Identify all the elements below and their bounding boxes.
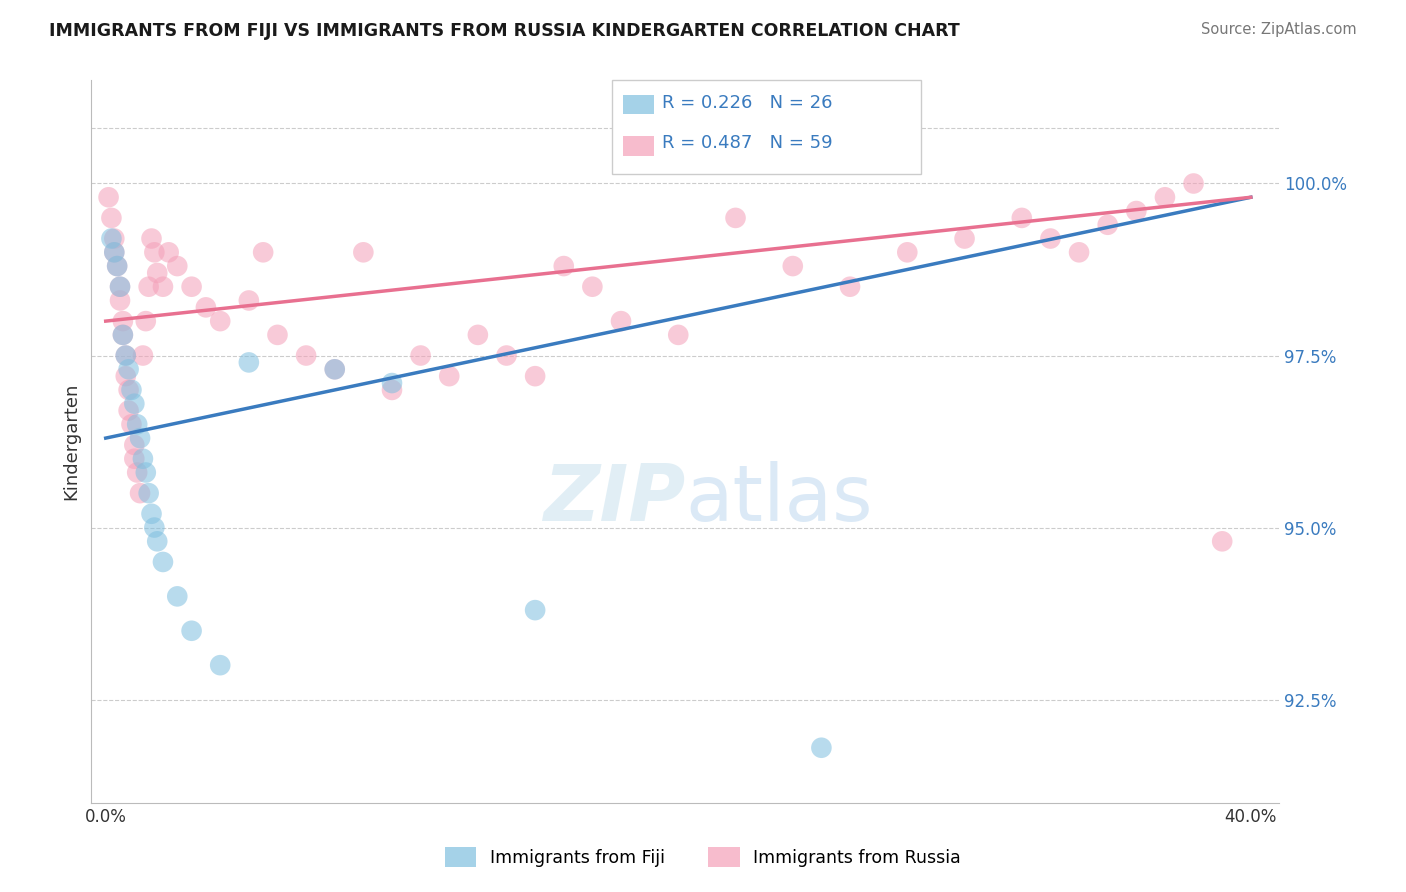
Point <box>124 438 146 452</box>
Point <box>524 603 547 617</box>
Point <box>108 293 131 308</box>
Point <box>135 314 157 328</box>
Point <box>524 369 547 384</box>
Point <box>114 349 136 363</box>
Point <box>323 362 346 376</box>
Point <box>100 211 122 225</box>
Point <box>810 740 832 755</box>
Text: atlas: atlas <box>685 461 873 537</box>
Point <box>100 231 122 245</box>
Point <box>132 349 155 363</box>
Point <box>238 355 260 369</box>
Point <box>166 590 188 604</box>
Point <box>209 314 232 328</box>
Point <box>1154 190 1177 204</box>
Point <box>180 279 202 293</box>
Point <box>323 362 346 376</box>
Point <box>111 327 134 342</box>
Point <box>1067 245 1090 260</box>
Point <box>135 466 157 480</box>
Point <box>252 245 274 260</box>
Point <box>553 259 575 273</box>
Point <box>108 279 131 293</box>
Point <box>666 327 689 342</box>
Point <box>152 555 174 569</box>
Point <box>103 245 125 260</box>
Point <box>610 314 633 328</box>
Text: Source: ZipAtlas.com: Source: ZipAtlas.com <box>1201 22 1357 37</box>
Point <box>724 211 747 225</box>
Point <box>138 279 160 293</box>
Point <box>132 451 155 466</box>
Text: ZIP: ZIP <box>543 461 685 537</box>
Text: R = 0.487   N = 59: R = 0.487 N = 59 <box>662 134 832 152</box>
Point <box>180 624 202 638</box>
Point <box>103 245 125 260</box>
Point <box>581 279 603 293</box>
Point <box>896 245 918 260</box>
Point <box>266 327 288 342</box>
Point <box>1011 211 1033 225</box>
Point <box>117 383 139 397</box>
Point <box>295 349 318 363</box>
Point <box>146 534 169 549</box>
Legend: Immigrants from Fiji, Immigrants from Russia: Immigrants from Fiji, Immigrants from Ru… <box>437 840 969 874</box>
Point <box>129 431 152 445</box>
Point <box>117 362 139 376</box>
Text: IMMIGRANTS FROM FIJI VS IMMIGRANTS FROM RUSSIA KINDERGARTEN CORRELATION CHART: IMMIGRANTS FROM FIJI VS IMMIGRANTS FROM … <box>49 22 960 40</box>
Point <box>157 245 180 260</box>
Point <box>97 190 120 204</box>
Point <box>143 245 166 260</box>
Point <box>839 279 862 293</box>
Point <box>1125 204 1147 219</box>
Y-axis label: Kindergarten: Kindergarten <box>62 383 80 500</box>
Point <box>152 279 174 293</box>
Point <box>467 327 489 342</box>
Point <box>111 314 134 328</box>
Point <box>114 349 136 363</box>
Point <box>129 486 152 500</box>
Point <box>1039 231 1062 245</box>
Point <box>953 231 976 245</box>
Point <box>111 327 134 342</box>
Point <box>127 417 149 432</box>
Point <box>381 383 404 397</box>
Point <box>117 403 139 417</box>
Point <box>121 383 143 397</box>
Point <box>209 658 232 673</box>
Point <box>127 466 149 480</box>
Point <box>1211 534 1233 549</box>
Point <box>138 486 160 500</box>
Point <box>141 231 163 245</box>
Point <box>124 397 146 411</box>
Point <box>143 520 166 534</box>
Point <box>124 451 146 466</box>
Point <box>782 259 804 273</box>
Point <box>141 507 163 521</box>
Point <box>105 259 128 273</box>
Text: R = 0.226   N = 26: R = 0.226 N = 26 <box>662 94 832 112</box>
Point <box>105 259 128 273</box>
Point <box>381 376 404 390</box>
Point <box>108 279 131 293</box>
Point <box>352 245 374 260</box>
Point <box>103 231 125 245</box>
Point <box>238 293 260 308</box>
Point <box>166 259 188 273</box>
Point <box>409 349 432 363</box>
Point <box>121 417 143 432</box>
Point <box>194 301 217 315</box>
Point <box>1182 177 1205 191</box>
Point <box>1097 218 1119 232</box>
Point <box>495 349 517 363</box>
Point <box>114 369 136 384</box>
Point <box>146 266 169 280</box>
Point <box>439 369 461 384</box>
